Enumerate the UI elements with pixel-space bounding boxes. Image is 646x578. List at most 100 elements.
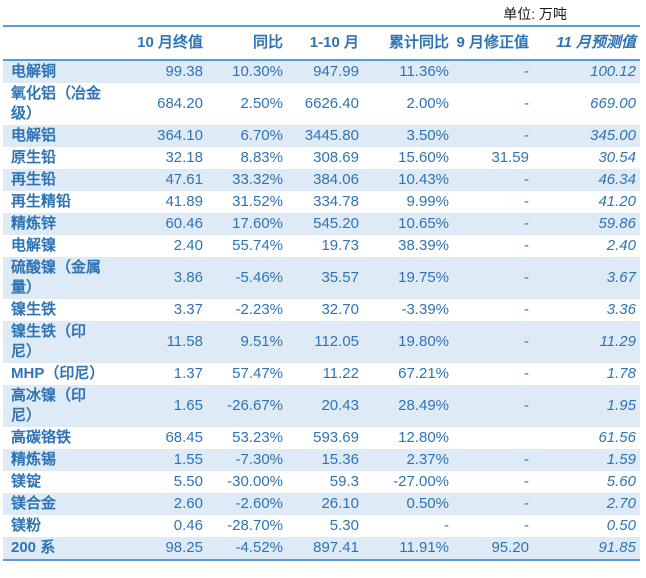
value-cell: - [524, 517, 529, 534]
value-cell: 61.56 [598, 429, 636, 446]
value-cell: -2.23% [235, 301, 283, 318]
value-cell: 55.74% [232, 237, 283, 254]
row-label: 硫酸镍（金属量） [11, 259, 102, 296]
table-row: 再生铅 47.61 33.32% 384.06 10.43% - 46.34 [3, 169, 640, 191]
value-cell: 26.10 [321, 495, 359, 512]
value-cell: -7.30% [235, 451, 283, 468]
value-cell: -30.00% [227, 473, 283, 490]
value-cell: 308.69 [313, 149, 359, 166]
value-cell: 41.89 [165, 193, 203, 210]
value-cell: -5.46% [235, 269, 283, 286]
unit-label: 单位: 万吨 [503, 6, 567, 22]
value-cell: 334.78 [313, 193, 359, 210]
row-label: 再生铅 [11, 171, 57, 188]
value-cell: 2.70 [606, 495, 636, 512]
row-label: 200 系 [11, 539, 56, 556]
value-cell: 2.50% [240, 95, 283, 112]
value-cell: - [524, 495, 529, 512]
column-header: 10 月终值 [103, 26, 207, 61]
value-cell: 593.69 [313, 429, 359, 446]
value-cell: - [444, 517, 449, 534]
value-cell: 60.46 [165, 215, 203, 232]
table-row: 精炼锌 60.46 17.60% 545.20 10.65% - 59.86 [3, 213, 640, 235]
table-row: 镁合金 2.60 -2.60% 26.10 0.50% - 2.70 [3, 493, 640, 515]
value-cell: 1.55 [173, 451, 203, 468]
row-label: 电解铜 [11, 63, 57, 80]
row-label: 高冰镍（印尼） [11, 387, 87, 424]
table-row: 再生精铅 41.89 31.52% 334.78 9.99% - 41.20 [3, 191, 640, 213]
row-label: 镁合金 [11, 495, 57, 512]
value-cell: 53.23% [232, 429, 283, 446]
value-cell: -28.70% [227, 517, 283, 534]
column-header: 同比 [207, 26, 287, 61]
table-row: 镍生铁（印尼） 11.58 9.51% 112.05 19.80% - 11.29 [3, 321, 640, 363]
value-cell: 31.59 [491, 149, 529, 166]
value-cell: 28.49% [398, 397, 449, 414]
value-cell: - [524, 397, 529, 414]
value-cell: 100.12 [590, 63, 636, 80]
value-cell: 112.05 [314, 333, 359, 350]
row-label: 再生精铅 [11, 193, 72, 210]
value-cell: 545.20 [313, 215, 359, 232]
column-header: 累计同比 [363, 26, 453, 61]
value-cell: 2.60 [173, 495, 203, 512]
row-label: 高碳铬铁 [11, 429, 72, 446]
value-cell: 2.37% [406, 451, 449, 468]
value-cell: -3.39% [401, 301, 449, 318]
value-cell: 15.36 [321, 451, 359, 468]
value-cell: - [524, 451, 529, 468]
value-cell: 41.20 [598, 193, 636, 210]
value-cell: - [524, 365, 529, 382]
value-cell: 0.50 [606, 517, 636, 534]
row-label: 镁粉 [11, 517, 42, 534]
table-row: 电解镍 2.40 55.74% 19.73 38.39% - 2.40 [3, 235, 640, 257]
value-cell: 3.36 [606, 301, 636, 318]
value-cell: 32.18 [165, 149, 203, 166]
row-label: 精炼锌 [11, 215, 57, 232]
value-cell: 33.32% [232, 171, 283, 188]
value-cell: 47.61 [165, 171, 203, 188]
row-label: 镁锭 [11, 473, 42, 490]
value-cell: 1.59 [606, 451, 636, 468]
value-cell: 59.3 [329, 473, 359, 490]
value-cell: 3.67 [606, 269, 636, 286]
value-cell: - [524, 237, 529, 254]
table-row: 镁粉 0.46 -28.70% 5.30 - - 0.50 [3, 515, 640, 537]
value-cell: 0.46 [173, 517, 203, 534]
value-cell: 91.85 [598, 539, 636, 556]
value-cell: 684.20 [157, 95, 203, 112]
value-cell: 0.50% [406, 495, 449, 512]
value-cell: 2.40 [606, 237, 636, 254]
value-cell: 5.30 [329, 517, 359, 534]
table-row: 高碳铬铁 68.45 53.23% 593.69 12.80% 61.56 [3, 427, 640, 449]
value-cell: 9.99% [406, 193, 449, 210]
value-cell: 10.43% [398, 171, 449, 188]
row-label: 精炼锡 [11, 451, 57, 468]
table-row: 精炼锡 1.55 -7.30% 15.36 2.37% - 1.59 [3, 449, 640, 471]
value-cell: 345.00 [590, 127, 636, 144]
table-row: 镁锭 5.50 -30.00% 59.3 -27.00% - 5.60 [3, 471, 640, 493]
table-row: MHP（印尼） 1.37 57.47% 11.22 67.21% - 1.78 [3, 363, 640, 385]
column-header: 9 月修正值 [453, 26, 533, 61]
table-row: 镍生铁 3.37 -2.23% 32.70 -3.39% - 3.36 [3, 299, 640, 321]
value-cell: - [524, 333, 529, 350]
value-cell: 15.60% [398, 149, 449, 166]
table-row: 高冰镍（印尼） 1.65 -26.67% 20.43 28.49% - 1.95 [3, 385, 640, 427]
value-cell: 1.65 [173, 397, 203, 414]
value-cell: 20.43 [321, 397, 359, 414]
value-cell: 31.52% [232, 193, 283, 210]
table-row: 硫酸镍（金属量） 3.86 -5.46% 35.57 19.75% - 3.67 [3, 257, 640, 299]
value-cell: - [524, 171, 529, 188]
value-cell: 10.30% [232, 63, 283, 80]
value-cell: 3.50% [406, 127, 449, 144]
value-cell: 669.00 [590, 95, 636, 112]
table-header: 10 月终值 同比 1-10 月累计同比 9 月修正值 11 月预测值 [3, 26, 640, 61]
value-cell: 57.47% [232, 365, 283, 382]
value-cell: 947.99 [313, 63, 359, 80]
column-header: 11 月预测值 [533, 26, 640, 61]
value-cell: 12.80% [398, 429, 449, 446]
value-cell: 5.50 [173, 473, 203, 490]
value-cell: 10.65% [398, 215, 449, 232]
value-cell: 68.45 [165, 429, 203, 446]
header-row: 10 月终值 同比 1-10 月累计同比 9 月修正值 11 月预测值 [3, 26, 640, 61]
